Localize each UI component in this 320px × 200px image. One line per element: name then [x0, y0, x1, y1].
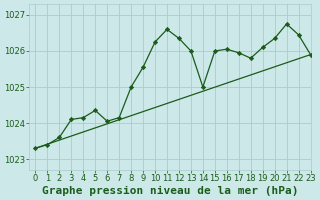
X-axis label: Graphe pression niveau de la mer (hPa): Graphe pression niveau de la mer (hPa) [42, 186, 298, 196]
